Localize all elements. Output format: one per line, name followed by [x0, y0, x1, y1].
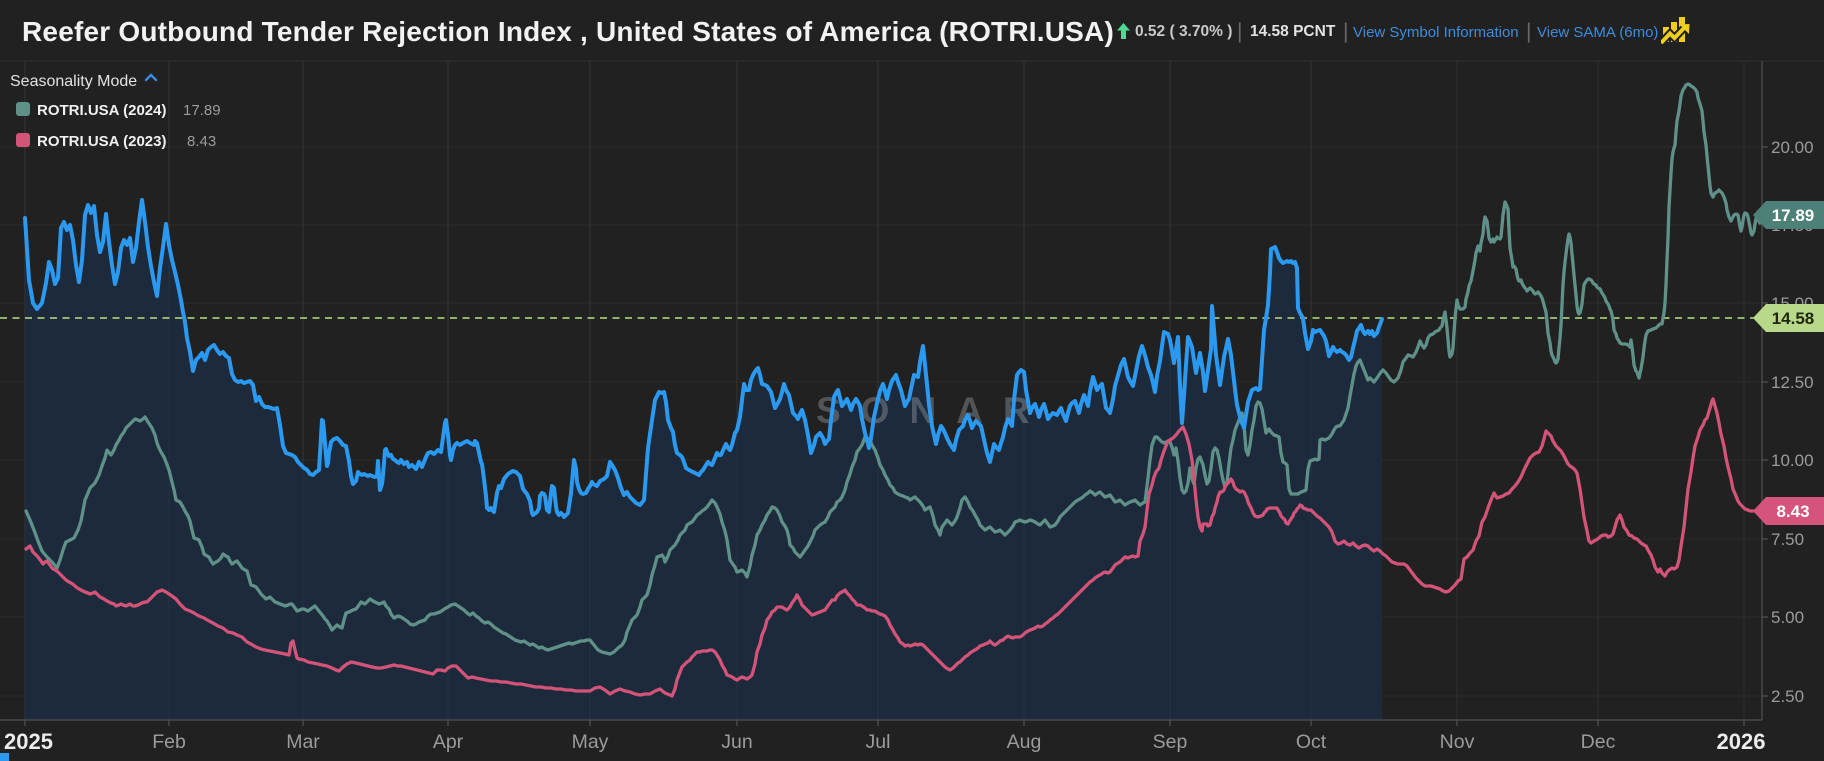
svg-text:Jun: Jun [721, 731, 752, 753]
svg-text:8.43: 8.43 [1776, 502, 1809, 521]
svg-text:10.00: 10.00 [1771, 451, 1814, 470]
svg-text:Dec: Dec [1581, 731, 1616, 753]
svg-text:Apr: Apr [433, 731, 464, 753]
svg-text:Feb: Feb [152, 731, 186, 753]
svg-text:Mar: Mar [286, 731, 320, 753]
svg-text:May: May [572, 731, 609, 753]
svg-text:Nov: Nov [1440, 731, 1475, 753]
svg-text:Sep: Sep [1153, 731, 1188, 753]
svg-text:2025: 2025 [4, 729, 53, 754]
svg-text:Oct: Oct [1296, 731, 1327, 753]
svg-text:5.00: 5.00 [1771, 608, 1804, 627]
svg-text:7.50: 7.50 [1771, 530, 1804, 549]
svg-text:17.89: 17.89 [1772, 206, 1815, 225]
svg-text:Aug: Aug [1007, 731, 1042, 753]
svg-text:12.50: 12.50 [1771, 373, 1814, 392]
svg-text:14.58: 14.58 [1772, 309, 1815, 328]
svg-text:20.00: 20.00 [1771, 138, 1814, 157]
svg-text:2026: 2026 [1717, 729, 1766, 754]
svg-text:Jul: Jul [866, 731, 891, 753]
svg-text:2.50: 2.50 [1771, 687, 1804, 706]
